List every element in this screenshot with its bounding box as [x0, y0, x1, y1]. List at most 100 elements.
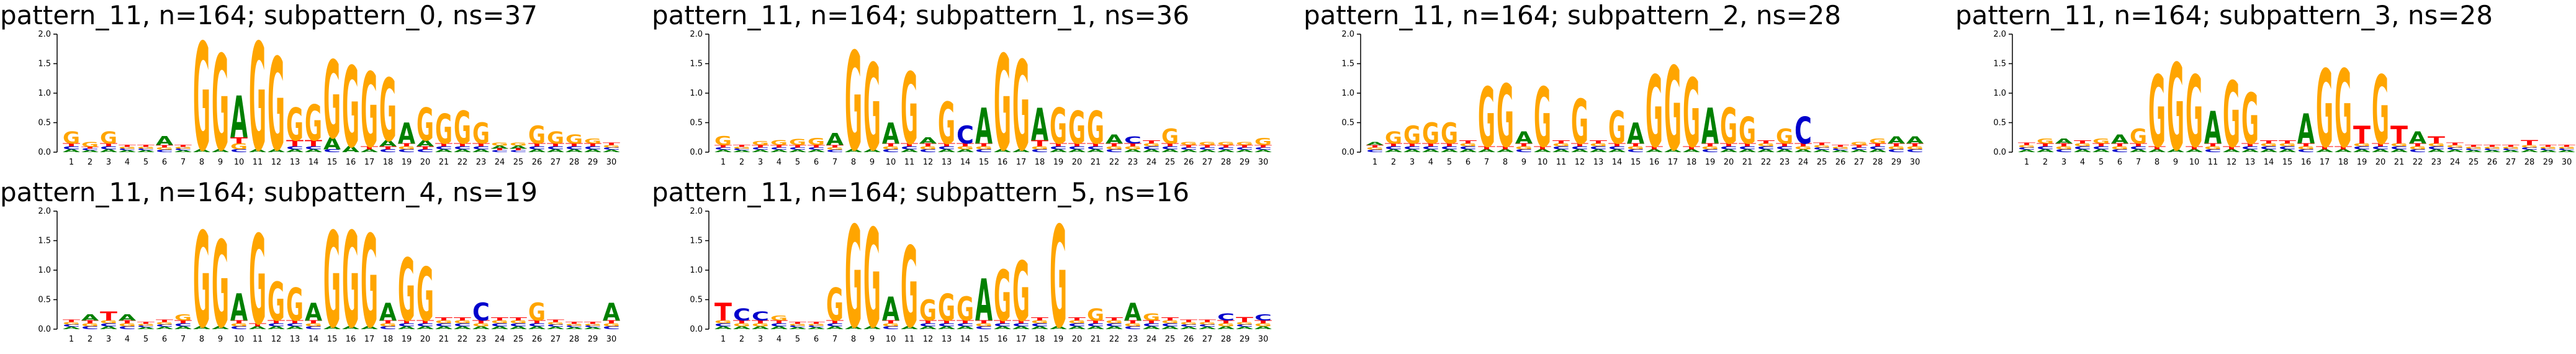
x-tick-label: 19 [1053, 335, 1064, 344]
logo-letter-A: A [1050, 148, 1067, 153]
logo-letter-A: A [398, 325, 415, 330]
logo-letter-T: T [547, 142, 564, 147]
logo-letter-C: C [1031, 148, 1048, 153]
svg-text:C: C [714, 322, 732, 327]
logo-letter-A: A [1087, 325, 1104, 330]
svg-text:A: A [2074, 148, 2091, 153]
svg-text:A: A [2055, 137, 2073, 145]
svg-text:A: A [1906, 135, 1924, 146]
svg-text:G: G [808, 137, 825, 148]
logo-letter-C: C [1106, 322, 1123, 327]
svg-text:G: G [1236, 321, 1253, 325]
logo-plot: 0.00.51.01.52.01 2 3 4 5 6 7 8 9 10 11 12 13 14 15 16 17… [1993, 30, 2575, 178]
svg-text:A: A [1627, 117, 1644, 150]
svg-text:G: G [63, 128, 80, 147]
svg-text:A: A [1124, 148, 1142, 153]
logo-letter-T: T [398, 319, 415, 324]
logo-letter-C: C [901, 145, 918, 150]
logo-panel-2: pattern_11, n=164; subpattern_2, ns=28 0… [1304, 0, 1924, 177]
svg-text:A: A [268, 148, 285, 153]
svg-text:A: A [1776, 148, 1793, 153]
svg-text:T: T [361, 145, 378, 150]
svg-text:G: G [2428, 142, 2445, 147]
x-tick-label: 27 [1854, 158, 1865, 167]
logo-letter-A: A [1087, 148, 1104, 153]
logo-letter-G: G [1143, 312, 1160, 323]
logo-letter-G: G [1199, 321, 1216, 325]
svg-text:T: T [1050, 142, 1067, 147]
logo-letter-T: T [2353, 121, 2371, 150]
svg-text:C: C [1459, 145, 1477, 150]
svg-text:A: A [2297, 106, 2315, 153]
svg-text:T: T [603, 142, 620, 146]
logo-letter-T: T [472, 319, 490, 324]
logo-letter-T: T [1459, 140, 1477, 145]
svg-text:G: G [1124, 145, 1142, 150]
x-tick-label: 17 [2320, 158, 2330, 167]
svg-text:G: G [268, 31, 285, 179]
svg-text:A: A [212, 325, 229, 330]
logo-letter-T: T [528, 142, 546, 147]
svg-text:C: C [975, 325, 993, 330]
svg-text:C: C [230, 325, 248, 330]
logo-letter-T: T [1403, 142, 1421, 147]
logo-letter-A: A [2018, 149, 2035, 153]
logo-letter-G: G [1180, 321, 1197, 325]
logo-letter-A: A [2335, 148, 2352, 153]
logo-letter-T: T [2241, 142, 2259, 147]
logo-letter-A: A [2465, 150, 2482, 153]
logo-letter-G: G [268, 31, 285, 179]
logo-letter-A: A [975, 99, 993, 155]
logo-letter-T: T [1478, 145, 1495, 150]
logo-letter-A: A [491, 145, 508, 150]
logo-letter-A: A [1534, 148, 1551, 153]
svg-text:T: T [435, 317, 453, 322]
logo-letter-G: G [193, 206, 210, 354]
svg-text:G: G [1478, 71, 1495, 166]
svg-text:G: G [1739, 109, 1756, 152]
svg-text:C: C [454, 145, 471, 150]
logo-letter-T: T [1254, 144, 1272, 148]
svg-text:A: A [249, 148, 266, 153]
svg-text:A: A [1124, 298, 1142, 327]
svg-text:A: A [2167, 148, 2184, 153]
logo-letter-C: C [379, 325, 397, 330]
svg-text:T: T [2539, 145, 2557, 148]
svg-text:T: T [1739, 142, 1756, 147]
logo-letter-G: G [863, 202, 881, 354]
svg-text:T: T [1590, 140, 1607, 145]
logo-letter-T: T [398, 142, 415, 147]
logo-letter-A: A [1180, 326, 1197, 330]
x-tick-label: 17 [1668, 158, 1678, 167]
svg-text:C: C [100, 322, 117, 327]
logo-letter-A: A [249, 325, 266, 330]
svg-text:T: T [510, 148, 528, 151]
x-tick-label: 14 [960, 158, 971, 167]
logo-letter-C: C [417, 322, 434, 327]
logo-letter-T: T [1124, 319, 1142, 324]
logo-letter-T: T [1850, 144, 1868, 148]
svg-text:G: G [193, 13, 210, 184]
logo-letter-A: A [305, 148, 322, 153]
logo-letter-A: A [193, 325, 210, 330]
svg-text:G: G [268, 271, 285, 333]
svg-text:A: A [1813, 149, 1831, 153]
svg-text:A: A [2018, 149, 2035, 153]
logo-letter-T: T [2111, 142, 2128, 147]
svg-text:T: T [1571, 142, 1588, 147]
x-tick-label: 26 [1184, 158, 1194, 167]
logo-letter-A: A [1217, 325, 1235, 330]
x-tick-label: 3 [106, 158, 111, 167]
logo-letter-T: T [1068, 317, 1086, 322]
logo-letter-G: G [584, 324, 601, 327]
logo-letter-A: A [2186, 148, 2203, 153]
svg-text:G: G [1143, 142, 1160, 147]
logo-letter-T: T [2204, 142, 2222, 147]
x-tick-label: 28 [569, 158, 580, 167]
x-tick-label: 9 [2173, 158, 2178, 167]
svg-text:A: A [2316, 148, 2333, 153]
svg-text:T: T [2484, 145, 2502, 148]
logo-letter-A: A [1161, 325, 1179, 330]
x-tick-label: 28 [569, 335, 580, 344]
x-tick-label: 3 [758, 335, 763, 344]
